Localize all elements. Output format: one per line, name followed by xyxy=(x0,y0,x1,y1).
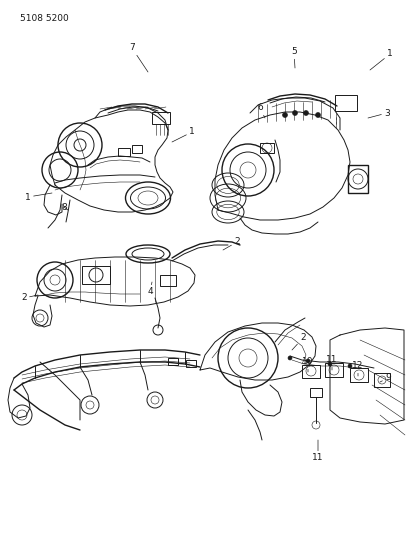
Text: 7: 7 xyxy=(129,44,148,72)
Bar xyxy=(325,363,343,377)
Circle shape xyxy=(282,112,288,117)
Text: 5108 5200: 5108 5200 xyxy=(20,14,69,23)
Bar xyxy=(374,373,390,387)
Text: 1: 1 xyxy=(370,50,393,70)
Bar xyxy=(350,368,368,382)
Bar xyxy=(82,266,110,284)
Text: 1: 1 xyxy=(25,192,52,201)
Text: 5: 5 xyxy=(291,47,297,68)
Bar xyxy=(168,358,178,365)
Bar xyxy=(348,165,368,193)
Text: 2: 2 xyxy=(292,334,306,350)
Bar xyxy=(260,143,274,153)
Bar xyxy=(160,275,176,286)
Bar xyxy=(302,365,320,378)
Circle shape xyxy=(304,110,308,116)
Text: 9: 9 xyxy=(380,374,391,383)
Text: 12: 12 xyxy=(353,361,364,376)
Text: 10: 10 xyxy=(302,358,314,372)
Circle shape xyxy=(328,362,332,366)
Circle shape xyxy=(348,364,352,368)
Bar xyxy=(186,360,196,367)
Bar xyxy=(310,388,322,397)
Text: 2: 2 xyxy=(21,294,38,303)
Text: 2: 2 xyxy=(223,238,240,250)
Bar xyxy=(335,95,357,111)
Text: 3: 3 xyxy=(368,109,390,118)
Circle shape xyxy=(315,112,321,117)
Text: 4: 4 xyxy=(147,282,153,296)
Circle shape xyxy=(293,110,297,116)
Text: 8: 8 xyxy=(61,203,68,212)
Text: 11: 11 xyxy=(312,440,324,463)
Bar xyxy=(118,148,130,156)
Text: 11: 11 xyxy=(326,356,338,370)
Bar xyxy=(132,145,142,153)
Circle shape xyxy=(288,356,292,360)
Bar xyxy=(152,112,170,124)
Text: 1: 1 xyxy=(172,127,195,142)
Text: 6: 6 xyxy=(257,103,265,118)
Circle shape xyxy=(306,359,310,363)
